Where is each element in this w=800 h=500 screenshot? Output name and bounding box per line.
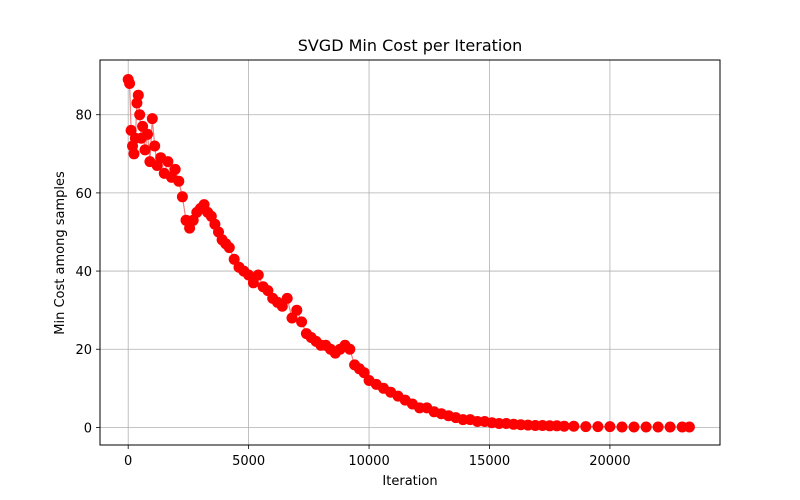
data-point [128,148,140,160]
data-point [664,421,676,433]
data-point [173,175,185,187]
data-point [628,421,640,433]
data-point [604,421,616,433]
data-point [162,156,174,168]
y-axis-label: Min Cost among samples [53,171,68,335]
data-point [137,120,149,132]
data-point [291,304,303,316]
data-point [139,144,151,156]
data-point [252,269,264,281]
data-point [580,421,592,433]
y-tick-label: 40 [75,265,92,280]
data-point [228,253,240,265]
data-point [142,128,153,140]
grid [100,60,720,445]
data-point [568,420,580,432]
data-point [223,242,235,254]
data-point [296,316,308,328]
data-point [640,421,652,433]
data-point [149,140,161,152]
data-point [132,89,144,101]
data-point [652,421,664,433]
chart-title: SVGD Min Cost per Iteration [298,36,523,55]
x-tick-label: 15000 [469,454,510,469]
y-tick-label: 20 [75,343,92,358]
data-point [281,292,293,304]
x-axis-label: Iteration [382,474,437,489]
x-tick-label: 10000 [348,454,389,469]
data-point [146,113,158,125]
y-tick-label: 0 [84,421,92,436]
series-layer [122,74,695,433]
y-tick-label: 60 [75,187,92,202]
plot-frame [99,59,721,446]
data-point [176,191,188,203]
data-point [134,109,146,121]
x-tick-label: 5000 [232,454,265,469]
data-point [558,420,570,432]
x-tick-label: 20000 [589,454,630,469]
data-point [683,421,695,433]
tick-layer: 0 5000 10000 15000 20000 0 20 40 60 80 [75,109,630,469]
data-point [344,343,356,355]
data-point [592,421,604,433]
data-point [124,78,136,89]
data-point [169,163,181,175]
y-tick-label: 80 [75,109,92,124]
data-point [616,421,628,433]
x-tick-label: 0 [124,454,132,469]
